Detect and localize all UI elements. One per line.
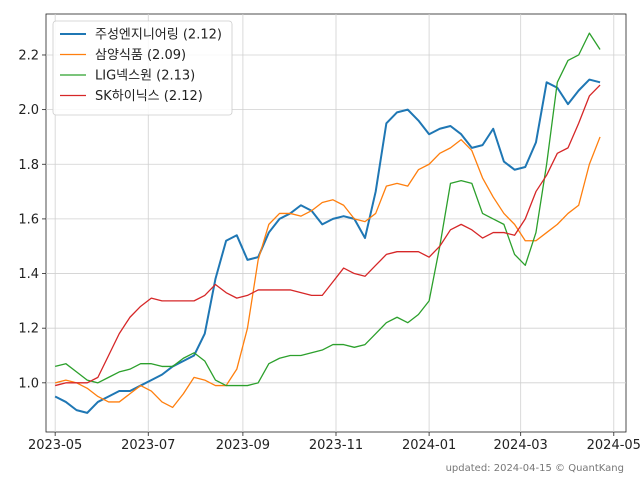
x-tick-label: 2024-03 [494, 438, 548, 453]
legend-box [52, 20, 233, 116]
series-line-3 [54, 32, 601, 387]
series-line-2 [54, 136, 601, 409]
legend-label: LIG넥스원 (2.13) [95, 69, 195, 84]
footer-credit: updated: 2024-04-15 © QuantKang [446, 463, 624, 474]
y-tick-label: 1.4 [18, 267, 39, 282]
legend: 주성엔지니어링 (2.12) 삼양식품 (2.09) LIG넥스원 (2.13) SK… [52, 20, 233, 116]
y-axis: 1.0 1.2 1.4 1.6 1.8 2.0 2.2 [18, 48, 46, 391]
series-line-1 [54, 78, 601, 414]
x-tick-label: 2024-01 [402, 438, 456, 453]
legend-label: SK하이닉스 (2.12) [95, 89, 203, 104]
x-tick-label: 2023-07 [121, 438, 175, 453]
x-axis: 2023-05 2023-07 2023-09 2023-11 2024-01 2024-… [28, 432, 640, 453]
x-tick-label: 2023-11 [309, 438, 363, 453]
legend-label: 주성엔지니어링 (2.12) [95, 28, 222, 43]
series-line-4 [54, 84, 601, 387]
y-tick-label: 1.0 [18, 376, 39, 391]
x-tick-label: 2023-05 [28, 438, 82, 453]
y-tick-label: 1.2 [18, 322, 39, 337]
y-tick-label: 2.2 [18, 48, 39, 63]
x-tick-label: 2024-05 [587, 438, 640, 453]
series-layer [54, 32, 601, 414]
legend-label: 삼양식품 (2.09) [95, 48, 186, 63]
y-tick-label: 1.8 [18, 158, 39, 173]
x-tick-label: 2023-09 [216, 438, 270, 453]
y-tick-label: 2.0 [18, 103, 39, 118]
y-tick-label: 1.6 [18, 212, 39, 227]
